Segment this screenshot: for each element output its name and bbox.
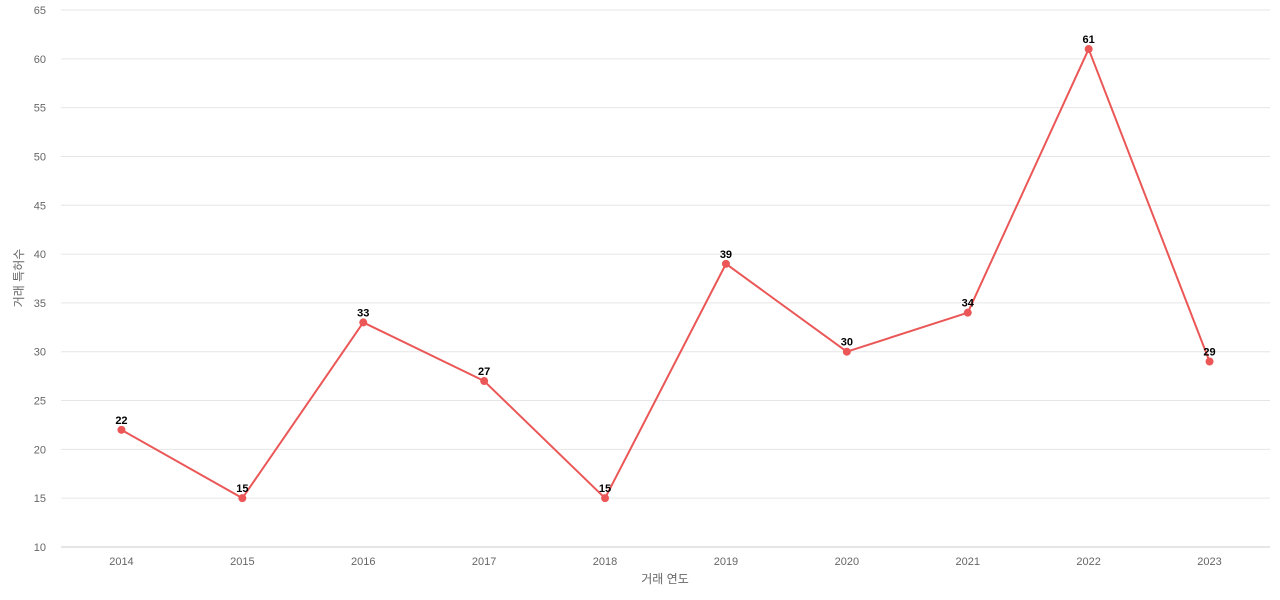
data-label-2020: 30 (841, 337, 853, 349)
y-tick-label-10: 10 (34, 542, 46, 554)
x-tick-label-2022: 2022 (1076, 556, 1100, 568)
data-point-2021[interactable] (963, 308, 972, 317)
grid-layer (61, 9, 1270, 499)
y-tick-label-60: 60 (34, 54, 46, 66)
x-tick-label-2023: 2023 (1197, 556, 1221, 568)
y-tick-label-40: 40 (34, 249, 46, 261)
data-point-2017[interactable] (480, 377, 489, 386)
axis-layer: 10 15 20 25 30 35 40 45 50 55 60 65 2014 2015 2016 2017… (34, 5, 1270, 568)
data-point-2016[interactable] (359, 318, 368, 327)
data-point-2023[interactable] (1205, 357, 1214, 366)
data-point-2020[interactable] (842, 347, 851, 356)
data-label-2022: 61 (1083, 34, 1095, 46)
data-point-2022[interactable] (1084, 45, 1093, 54)
data-label-2019: 39 (720, 249, 732, 261)
y-tick-label-20: 20 (34, 444, 46, 456)
x-axis-title: 거래 연도 (641, 572, 689, 586)
series-line (120, 48, 1211, 500)
series-layer (117, 45, 1214, 503)
y-tick-label-45: 45 (34, 200, 46, 212)
data-label-2016: 33 (357, 307, 369, 319)
y-tick-label-25: 25 (34, 396, 46, 408)
x-tick-label-2015: 2015 (230, 556, 254, 568)
x-tick-label-2017: 2017 (472, 556, 496, 568)
x-tick-label-2018: 2018 (593, 556, 617, 568)
x-tick-label-2019: 2019 (714, 556, 738, 568)
y-tick-label-50: 50 (34, 151, 46, 163)
y-axis-title: 거래 특허수 (12, 249, 26, 308)
x-tick-label-2020: 2020 (835, 556, 859, 568)
y-tick-label-15: 15 (34, 493, 46, 505)
data-label-2023: 29 (1203, 346, 1215, 358)
data-label-2015: 15 (236, 483, 248, 495)
data-label-2017: 27 (478, 366, 490, 378)
label-layer: 22 15 33 27 15 39 30 34 61 29 (115, 34, 1215, 495)
data-point-2014[interactable] (117, 425, 126, 434)
data-label-2014: 22 (115, 415, 127, 427)
x-tick-label-2014: 2014 (109, 556, 133, 568)
x-tick-label-2016: 2016 (351, 556, 375, 568)
y-tick-label-35: 35 (34, 298, 46, 310)
data-label-2018: 15 (599, 483, 611, 495)
x-tick-label-2021: 2021 (956, 556, 980, 568)
data-point-2019[interactable] (721, 259, 730, 268)
data-point-2015[interactable] (238, 494, 247, 503)
y-tick-label-55: 55 (34, 103, 46, 115)
data-point-2018[interactable] (601, 494, 610, 503)
y-tick-label-65: 65 (34, 5, 46, 17)
y-tick-label-30: 30 (34, 347, 46, 359)
data-label-2021: 34 (962, 298, 975, 310)
